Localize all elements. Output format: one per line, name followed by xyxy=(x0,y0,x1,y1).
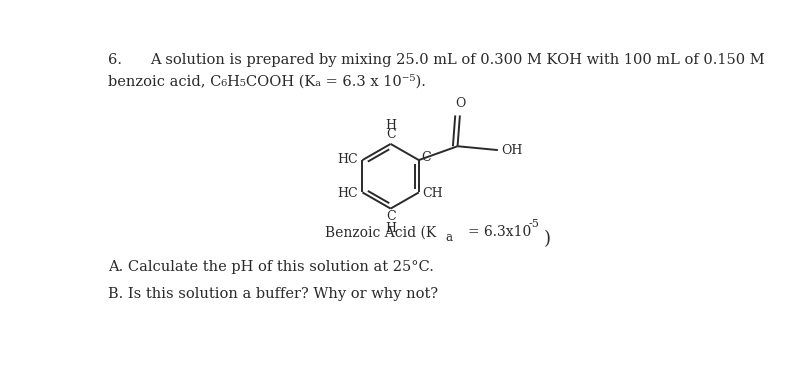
Text: O: O xyxy=(455,97,466,110)
Text: OH: OH xyxy=(502,144,523,156)
Text: -5: -5 xyxy=(529,219,539,229)
Text: HC: HC xyxy=(337,153,358,166)
Text: benzoic acid, C₆H₅COOH (Kₐ = 6.3 x 10⁻⁵).: benzoic acid, C₆H₅COOH (Kₐ = 6.3 x 10⁻⁵)… xyxy=(108,74,426,89)
Text: a: a xyxy=(445,231,452,244)
Text: HC: HC xyxy=(337,187,358,200)
Text: ): ) xyxy=(544,231,551,248)
Text: 6.: 6. xyxy=(108,53,122,67)
Text: = 6.3x10: = 6.3x10 xyxy=(468,225,531,240)
Text: H: H xyxy=(385,223,396,235)
Text: C: C xyxy=(386,210,395,223)
Text: C: C xyxy=(421,151,430,164)
Text: CH: CH xyxy=(422,187,442,200)
Text: Benzoic Acid (K: Benzoic Acid (K xyxy=(325,225,436,240)
Text: A solution is prepared by mixing 25.0 mL of 0.300 M KOH with 100 mL of 0.150 M: A solution is prepared by mixing 25.0 mL… xyxy=(150,53,765,67)
Text: B. Is this solution a buffer? Why or why not?: B. Is this solution a buffer? Why or why… xyxy=(108,287,438,301)
Text: H: H xyxy=(385,119,396,132)
Text: A. Calculate the pH of this solution at 25°C.: A. Calculate the pH of this solution at … xyxy=(108,260,434,274)
Text: C: C xyxy=(386,128,395,141)
